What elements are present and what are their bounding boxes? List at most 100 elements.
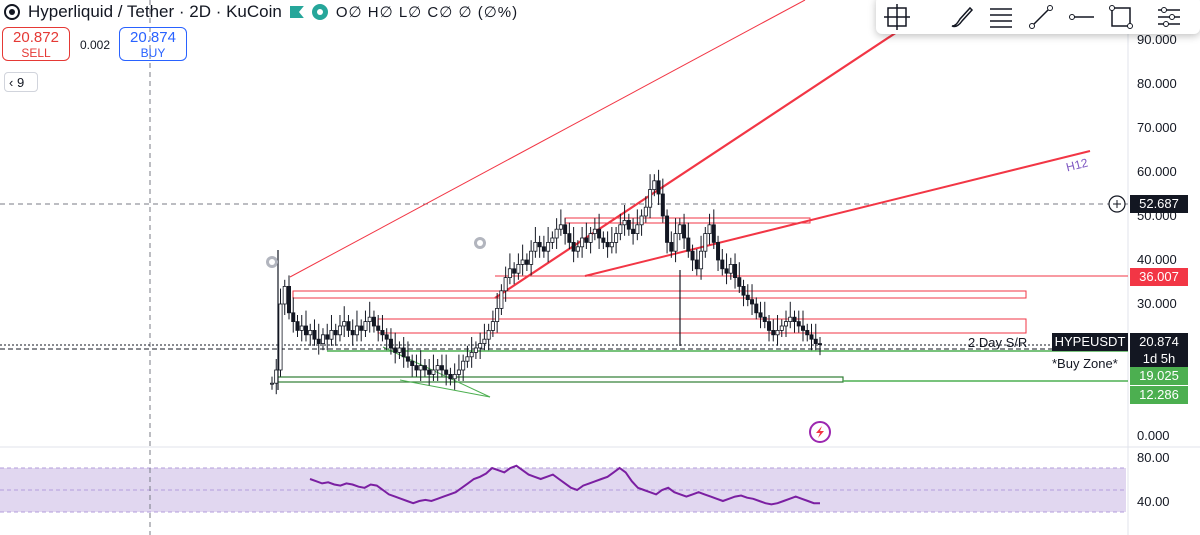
candle-body [376,325,381,331]
candle-body [337,325,342,336]
candle-body [414,365,419,371]
candle-body [512,268,517,274]
flag-icon[interactable] [289,6,304,18]
candle-body [588,233,593,243]
buy-zone-label[interactable]: *Buy Zone* [1052,356,1118,371]
candle-body [796,321,801,327]
candle-body [809,334,814,340]
candle-body [286,285,291,314]
candle-body [537,241,542,248]
candle-body [707,224,712,235]
candle-body [427,369,432,375]
candle-body [592,228,597,234]
candle-body [737,277,742,287]
candle-body [350,329,355,336]
candle-body [503,277,508,292]
green-wedge-lower[interactable] [399,379,491,398]
candle-body [673,233,678,252]
buy-button[interactable]: 20.874 BUY [119,27,187,61]
resistance-zone-low[interactable] [377,318,1027,334]
symbol-title[interactable]: Hyperliquid / Tether · 2D · KuCoin [28,2,282,21]
candle-body [388,338,393,349]
resistance-zone-top[interactable] [564,217,811,224]
candle-body [554,228,559,239]
crosshair-price-label: 52.687 [1130,195,1188,213]
candle-body [529,250,534,265]
lightning-icon[interactable] [809,421,831,443]
add-price-icon[interactable] [1108,195,1126,213]
candle-body [495,307,500,322]
candle-body [274,369,279,384]
candle-body [444,369,449,375]
alarm-icon[interactable] [266,256,278,268]
candle-body [758,312,763,318]
candle-body [473,347,478,353]
candle-body [520,259,525,265]
candle-body [754,303,759,314]
sell-button[interactable]: 20.872 SELL [2,27,70,61]
spread-value: 0.002 [80,38,111,52]
brush-icon[interactable] [948,4,974,30]
candle-body [486,329,491,340]
indicator-toggle[interactable]: ‹ 9 [4,72,38,92]
candle-body [507,268,512,278]
support-price-label-19: 19.025 [1130,367,1188,385]
candle-body [694,259,699,270]
price-tick: 90.000 [1137,32,1177,47]
candle-body [652,180,657,191]
candle-body [745,294,750,301]
candle-body [622,219,627,226]
candle-body [333,329,338,336]
candle-body [448,373,453,380]
candle-body [614,233,619,243]
trendline-outer[interactable] [289,0,806,278]
candle-body [354,325,359,336]
horizontal-ray-icon[interactable] [1068,4,1094,30]
candle-body [367,316,372,323]
rsi-tick-80: 80.00 [1137,450,1170,465]
settings-list-icon[interactable] [1156,4,1182,30]
candle-body [299,325,304,331]
buy-price: 20.874 [130,29,176,46]
candle-body [720,259,725,270]
candle-body [541,246,546,252]
candle-body [342,321,347,327]
last-price-label: 20.874 [1130,333,1188,351]
price-tick: 0.000 [1137,428,1170,443]
buy-label: BUY [140,46,166,60]
candle-body [312,329,317,340]
candle-body [359,325,364,331]
rsi-tick-40: 40.00 [1137,494,1170,509]
candle-body [461,360,466,371]
fib-levels-icon[interactable] [988,4,1014,30]
candle-body [771,329,776,336]
support-zone-12[interactable] [275,376,844,383]
trend-line-icon[interactable] [1028,4,1054,30]
candle-body [469,351,474,358]
sell-label: SELL [21,46,51,60]
rectangle-icon[interactable] [1108,4,1134,30]
candle-body [380,329,385,336]
resistance-zone-mid[interactable] [292,290,1027,299]
drawing-toolbar [876,0,1200,34]
trendline-h12[interactable] [584,150,1091,277]
rsi-line [309,464,820,506]
sr-label[interactable]: 2 Day S/R [968,335,1028,350]
candle-body [801,325,806,331]
candle-body [422,365,427,371]
candle-body [733,263,738,278]
trendline-channel-upper[interactable] [494,29,901,299]
visibility-icon[interactable] [311,4,328,20]
candle-body [499,290,504,309]
candle-body [282,285,287,305]
green-wedge-upper[interactable] [382,346,491,398]
candle-body [371,316,376,327]
candle-body [363,321,368,331]
candle-body [452,373,457,380]
candle-body [703,233,708,252]
crosshair-box-icon[interactable] [884,4,910,30]
alarm-icon-2[interactable] [474,237,486,249]
candle-body [635,224,640,235]
candle-body [767,321,772,331]
